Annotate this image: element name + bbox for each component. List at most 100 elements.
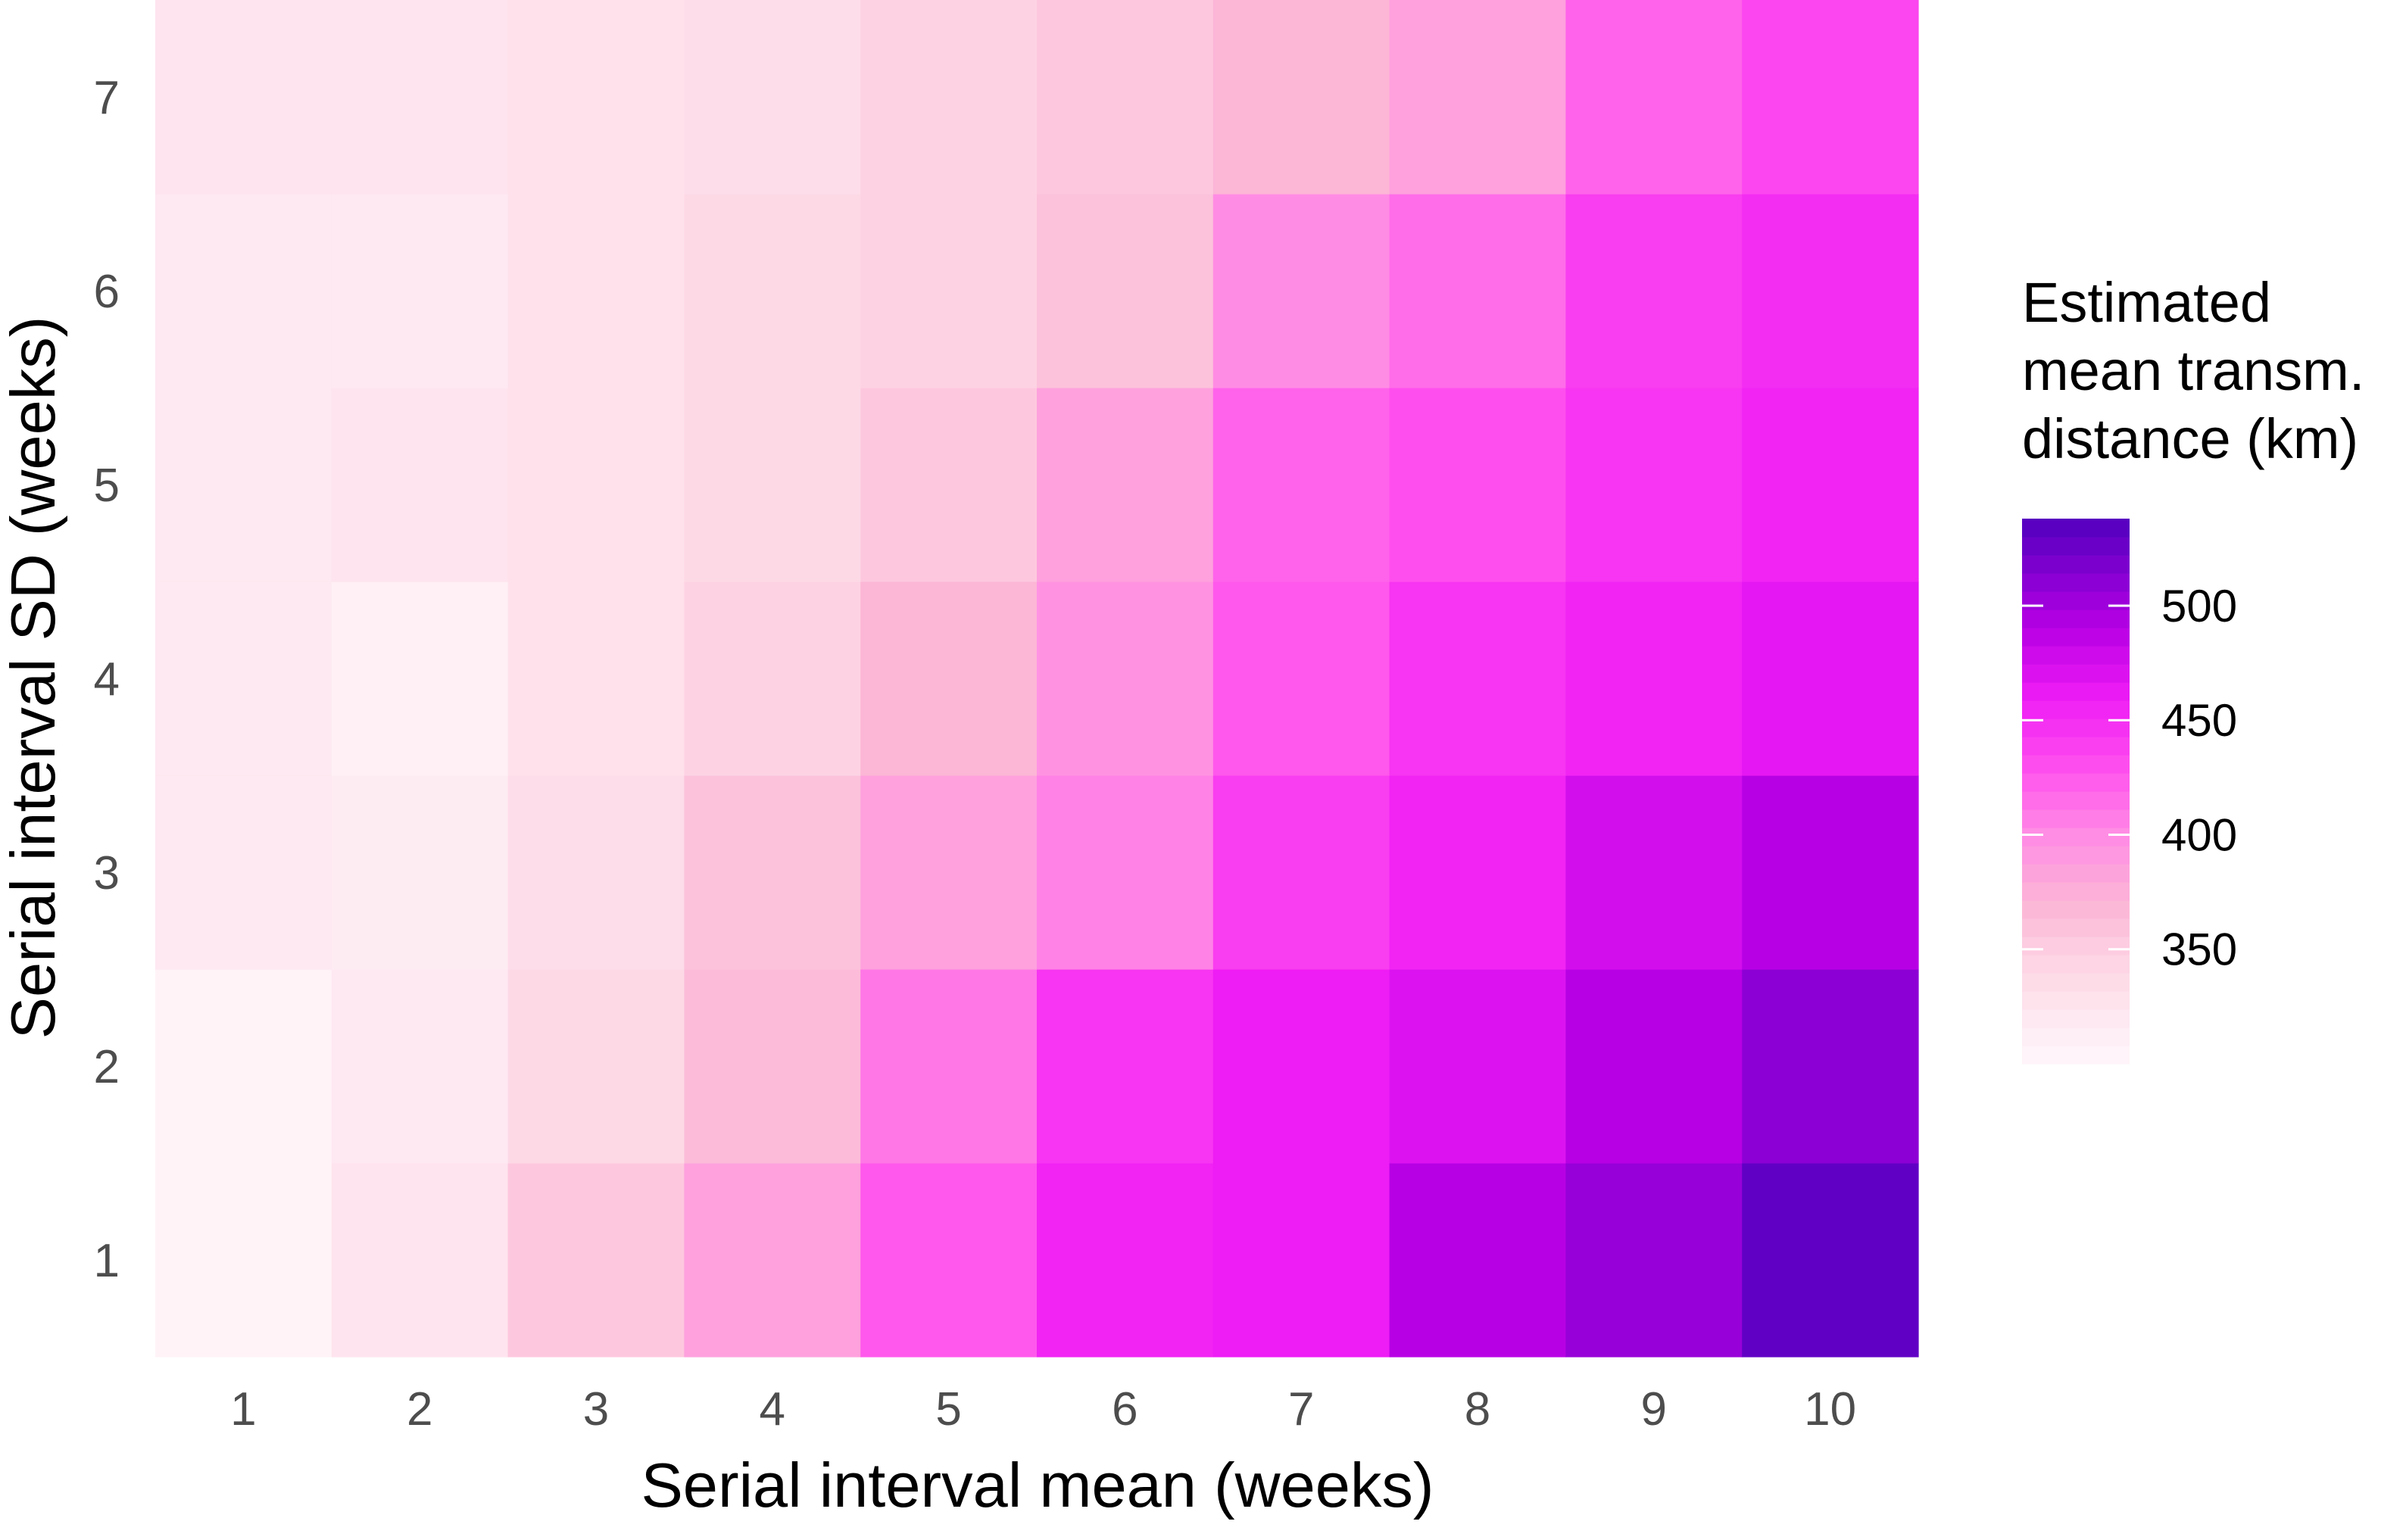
heatmap-cell — [684, 775, 861, 970]
legend-color-step — [2022, 519, 2130, 538]
heatmap-cell — [860, 388, 1038, 582]
legend-color-step — [2022, 646, 2130, 665]
heatmap-cell — [1565, 388, 1743, 582]
legend-tick-label: 450 — [2161, 695, 2237, 746]
y-tick-label: 2 — [94, 1041, 120, 1093]
legend-color-step — [2022, 664, 2130, 683]
legend-title-line-3: distance (km) — [2022, 407, 2358, 470]
x-axis-ticks: 1 2 3 4 5 6 7 8 9 10 — [230, 1383, 1856, 1436]
legend-color-step — [2022, 882, 2130, 901]
heatmap-cell — [507, 0, 685, 195]
legend-ticks: 350 400 450 500 — [2022, 581, 2237, 975]
y-axis-title: Serial interval SD (weeks) — [0, 316, 68, 1040]
legend-color-step — [2022, 737, 2130, 756]
heatmap-cell — [1037, 0, 1214, 195]
heatmap-cell — [331, 194, 509, 388]
legend-color-step — [2022, 555, 2130, 574]
y-axis-ticks: 1 2 3 4 5 6 7 — [94, 72, 120, 1287]
heatmap-cell — [1742, 0, 1919, 195]
heatmap-cells — [155, 0, 1919, 1358]
legend-color-step — [2022, 809, 2130, 828]
heatmap-cell — [1037, 969, 1214, 1164]
legend-color-step — [2022, 791, 2130, 810]
heatmap-cell — [1212, 0, 1390, 195]
heatmap-cell — [1389, 1163, 1566, 1358]
legend-color-step — [2022, 864, 2130, 883]
legend-color-step — [2022, 900, 2130, 919]
heatmap-cell — [1565, 1163, 1743, 1358]
legend-color-step — [2022, 537, 2130, 556]
y-tick-label: 3 — [94, 847, 120, 899]
heatmap-cell — [1389, 775, 1566, 970]
legend-color-step — [2022, 1046, 2130, 1065]
x-tick-label: 10 — [1804, 1383, 1856, 1436]
legend-color-step — [2022, 609, 2130, 628]
heatmap-cell — [507, 388, 685, 582]
legend-color-step — [2022, 918, 2130, 937]
y-tick-label: 7 — [94, 72, 120, 124]
heatmap-cell — [331, 581, 509, 776]
heatmap-cell — [860, 1163, 1038, 1358]
x-tick-label: 2 — [407, 1383, 432, 1436]
y-tick-label: 4 — [94, 653, 120, 706]
heatmap-cell — [331, 0, 509, 195]
legend-color-step — [2022, 573, 2130, 592]
x-tick-label: 4 — [760, 1383, 785, 1436]
heatmap-cell — [507, 194, 685, 388]
heatmap-cell — [1212, 388, 1390, 582]
x-tick-label: 7 — [1288, 1383, 1314, 1436]
heatmap-cell — [1212, 581, 1390, 776]
x-tick-label: 8 — [1465, 1383, 1490, 1436]
heatmap-cell — [684, 969, 861, 1164]
legend-color-step — [2022, 937, 2130, 955]
heatmap-cell — [684, 581, 861, 776]
x-tick-label: 3 — [583, 1383, 609, 1436]
x-tick-label: 1 — [230, 1383, 256, 1436]
legend-color-step — [2022, 1027, 2130, 1046]
heatmap-cell — [331, 969, 509, 1164]
heatmap-cell — [860, 581, 1038, 776]
legend-title-line-2: mean transm. — [2022, 339, 2364, 402]
legend-color-step — [2022, 628, 2130, 647]
heatmap-cell — [1565, 194, 1743, 388]
heatmap-cell — [1212, 969, 1390, 1164]
y-tick-label: 1 — [94, 1235, 120, 1287]
legend-color-step — [2022, 719, 2130, 737]
x-tick-label: 6 — [1112, 1383, 1137, 1436]
heatmap-cell — [1037, 388, 1214, 582]
heatmap-cell — [155, 775, 332, 970]
legend-color-step — [2022, 991, 2130, 1010]
legend-tick-label: 350 — [2161, 924, 2237, 975]
x-axis-title: Serial interval mean (weeks) — [641, 1450, 1434, 1520]
heatmap-cell — [1565, 0, 1743, 195]
x-tick-label: 9 — [1641, 1383, 1667, 1436]
heatmap-cell — [1389, 0, 1566, 195]
heatmap-cell — [331, 1163, 509, 1358]
heatmap-cell — [507, 581, 685, 776]
legend-colorbar — [2022, 519, 2130, 1065]
heatmap-cell — [1742, 388, 1919, 582]
legend-color-step — [2022, 591, 2130, 610]
heatmap-cell — [331, 775, 509, 970]
heatmap-cell — [155, 194, 332, 388]
heatmap-cell — [1742, 194, 1919, 388]
heatmap-cell — [860, 0, 1038, 195]
heatmap-cell — [1389, 581, 1566, 776]
heatmap-cell — [507, 969, 685, 1164]
heatmap-cell — [1389, 194, 1566, 388]
y-tick-label: 6 — [94, 266, 120, 318]
heatmap-cell — [860, 194, 1038, 388]
heatmap-cell — [860, 775, 1038, 970]
legend-color-step — [2022, 846, 2130, 865]
heatmap-cell — [155, 1163, 332, 1358]
heatmap-cell — [1742, 581, 1919, 776]
heatmap-cell — [1742, 969, 1919, 1164]
legend-color-step — [2022, 682, 2130, 701]
heatmap-cell — [1565, 969, 1743, 1164]
heatmap-cell — [1212, 1163, 1390, 1358]
heatmap-cell — [1742, 1163, 1919, 1358]
heatmap-cell — [684, 1163, 861, 1358]
legend-color-step — [2022, 955, 2130, 974]
heatmap-cell — [860, 969, 1038, 1164]
heatmap-cell — [1389, 388, 1566, 582]
